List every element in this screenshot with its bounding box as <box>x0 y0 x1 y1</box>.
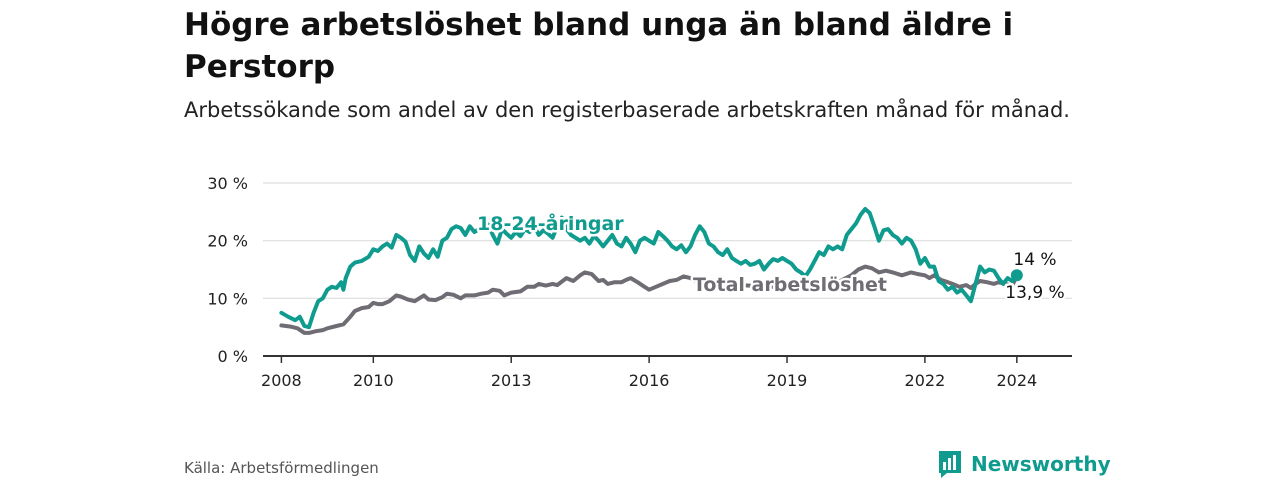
series-end-point-youth <box>1010 269 1023 282</box>
x-tick-label: 2019 <box>767 371 808 390</box>
x-tick-label: 2010 <box>353 371 394 390</box>
y-tick-label: 10 % <box>207 289 248 308</box>
line-chart: 0 % 10 % 20 % 30 % 2008 2010 2013 2016 2019 2022 2… <box>207 174 1072 390</box>
brand-name: Newsworthy <box>971 452 1111 476</box>
x-tick-label: 2016 <box>629 371 670 390</box>
series-line-total <box>279 264 1019 335</box>
y-tick-label: 20 % <box>207 232 248 251</box>
series-line-youth <box>279 207 1019 330</box>
chart-subtitle: Arbetssökande som andel av den registerb… <box>184 98 1070 122</box>
x-tick-label: 2008 <box>261 371 302 390</box>
y-tick-label: 0 % <box>218 347 248 366</box>
source-note: Källa: Arbetsförmedlingen <box>184 459 379 477</box>
series-label-youth: 18-24-åringar <box>477 211 624 235</box>
bar-chart-logo-icon <box>939 451 961 478</box>
newsworthy-logo[interactable]: Newsworthy <box>937 449 1111 479</box>
end-value-label-total: 13,9 % <box>1005 283 1064 303</box>
series-label-total: Total arbetslöshet <box>693 274 887 296</box>
chart-title: Högre arbetslöshet bland unga än bland ä… <box>184 7 1014 85</box>
y-tick-label: 30 % <box>207 174 248 193</box>
x-tick-label: 2013 <box>491 371 532 390</box>
x-tick-label: 2024 <box>996 371 1037 390</box>
end-value-label-youth: 14 % <box>1013 250 1056 270</box>
x-tick-label: 2022 <box>905 371 946 390</box>
